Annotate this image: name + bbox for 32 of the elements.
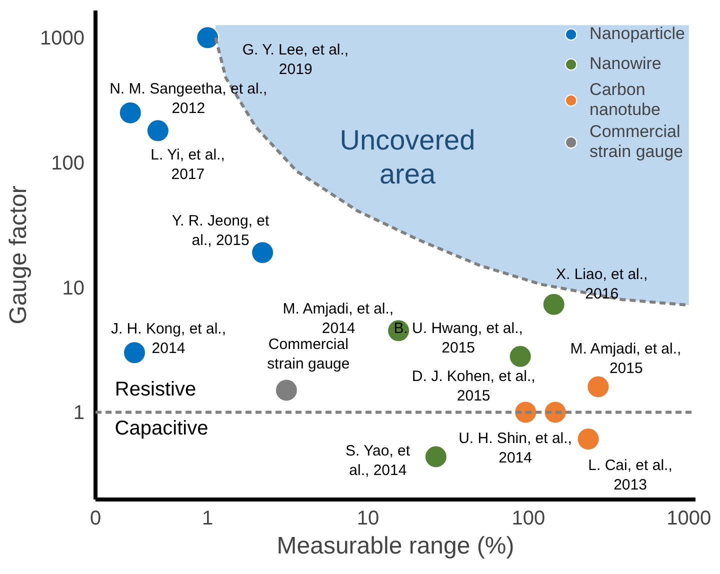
annotation: X. Liao, et al., 2016: [556, 266, 648, 303]
x-tick-label: 1000: [666, 508, 712, 530]
annotation: U. H. Shin, et al., 2014: [458, 430, 572, 467]
annotation: Commercial strain gauge: [267, 336, 350, 373]
y-tick-label: 10: [62, 277, 85, 300]
annotation: J. H. Kong, et al., 2014: [110, 320, 226, 357]
annotation: L. Cai, et al., 2013: [588, 456, 672, 494]
legend-label: Commercial strain gauge: [590, 122, 684, 162]
annotation: G. Y. Lee, et al., 2019: [242, 41, 349, 78]
annotation: L. Yi, et al., 2017: [150, 146, 225, 183]
x-axis-title: Measurable range (%): [276, 532, 514, 560]
annotation: Capacitive: [114, 418, 208, 440]
x-tick-label: 0: [90, 508, 102, 530]
x-tick-label: 1: [202, 508, 214, 530]
y-tick-label: 100: [51, 152, 85, 175]
annotation: M. Amjadi, et al., 2014: [282, 300, 394, 337]
annotation: B. U. Hwang, et al., 2015: [394, 320, 523, 357]
annotation: D. J. Kohen, et al., 2015: [412, 368, 536, 405]
annotation: S. Yao, et al., 2014: [346, 442, 411, 480]
x-tick-label: 100: [512, 508, 546, 530]
legend-label: Nanoparticle: [590, 24, 685, 44]
x-tick-label: 10: [356, 508, 380, 530]
annotation: Resistive: [114, 378, 196, 400]
annotation: Y. R. Jeong, et al., 2015: [172, 212, 270, 249]
y-tick-label: 1: [73, 402, 84, 424]
legend-label: Carbon nanotube: [590, 80, 660, 120]
y-tick-label: 1000: [40, 28, 85, 50]
annotation: Uncovered area: [340, 124, 476, 190]
legend-label: Nanowire: [590, 54, 662, 74]
annotation: N. M. Sangeetha, et al., 2012: [110, 80, 268, 118]
y-axis-title: Gauge factor: [5, 186, 32, 324]
annotation: M. Amjadi, et al., 2015: [570, 340, 682, 378]
